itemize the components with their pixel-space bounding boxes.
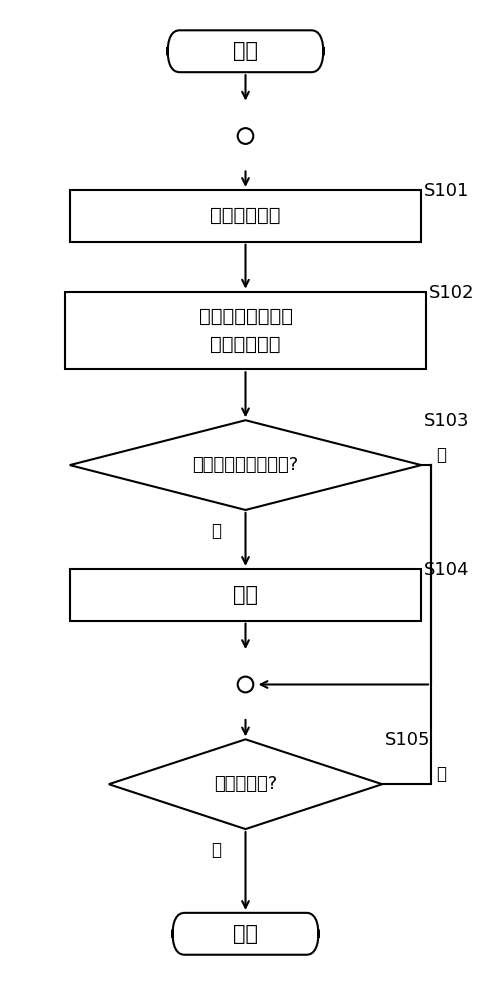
Text: S104: S104 (424, 561, 469, 579)
FancyBboxPatch shape (172, 913, 319, 955)
Text: 获得距离数据: 获得距离数据 (210, 206, 281, 225)
Text: 报告: 报告 (233, 585, 258, 605)
Text: 是: 是 (211, 841, 221, 859)
Text: S102: S102 (429, 284, 474, 302)
Polygon shape (109, 739, 382, 829)
Text: S103: S103 (424, 412, 469, 430)
Text: 开始: 开始 (233, 41, 258, 61)
Bar (65, 292, 426, 369)
Text: 是: 是 (211, 522, 221, 540)
Text: 否: 否 (436, 446, 446, 464)
Text: S101: S101 (424, 182, 469, 200)
FancyBboxPatch shape (167, 30, 324, 72)
Polygon shape (70, 420, 421, 510)
Text: 液体供应是必要的吗?: 液体供应是必要的吗? (192, 456, 299, 474)
Ellipse shape (238, 677, 253, 692)
Ellipse shape (238, 128, 253, 144)
Text: 基于距离数据估计
水分亏缺状态: 基于距离数据估计 水分亏缺状态 (198, 307, 293, 354)
Text: 结束控制吗?: 结束控制吗? (214, 775, 277, 793)
Bar (70, 190, 421, 242)
Bar (70, 569, 421, 621)
Text: 结束: 结束 (233, 924, 258, 944)
Text: S105: S105 (384, 731, 430, 749)
Text: 否: 否 (436, 765, 446, 783)
